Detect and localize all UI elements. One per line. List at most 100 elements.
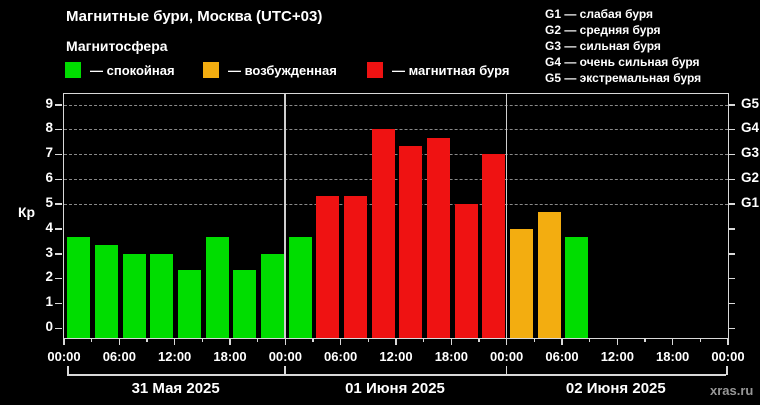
kp-bar [205, 236, 229, 338]
right-y-tick [728, 228, 735, 230]
day-separator [284, 94, 286, 338]
y-tick [55, 228, 62, 230]
kp-bar [371, 129, 395, 338]
y-tick-label: 3 [45, 244, 53, 260]
y-tick [55, 327, 62, 329]
y-tick-label: 7 [45, 145, 53, 161]
x-tick-minor [312, 338, 314, 342]
day-separator [505, 94, 508, 338]
right-axis-label-g1: G1 [741, 194, 760, 210]
x-tick-minor [478, 338, 480, 342]
y-tick [55, 178, 62, 181]
x-tick-label: 12:00 [158, 349, 192, 364]
x-tick-minor [256, 338, 259, 342]
right-axis-label-g2: G2 [741, 170, 760, 186]
g2-legend-line: G2 — средняя буря [545, 23, 661, 37]
x-tick-label: 06:00 [324, 349, 358, 364]
legend-quiet-label: — спокойная [90, 62, 175, 78]
x-tick-major [339, 338, 342, 345]
y-axis-title: Кр [18, 204, 36, 220]
excited-color-swatch-icon [203, 62, 219, 78]
g3-legend-line: G3 — сильная буря [545, 39, 661, 53]
day-label: 31 Мая 2025 [131, 380, 220, 397]
y-tick [55, 302, 62, 305]
y-tick-label: 9 [45, 95, 53, 111]
x-tick-label: 00:00 [47, 349, 81, 364]
page-title: Магнитные бури, Москва (UTC+03) [66, 8, 323, 25]
x-tick-label: 12:00 [600, 349, 634, 364]
chart-plot-area: 0 1 2 3 4 5 6 7 8 9 G5 G4 G3 G2 G1 00:00 06:00 12:00 18:00… [45, 93, 759, 364]
x-tick-major [450, 338, 453, 345]
legend-item-quiet: — спокойная [65, 62, 175, 78]
x-tick-major [118, 338, 121, 345]
x-tick-minor [588, 338, 591, 342]
x-tick-major [616, 338, 619, 345]
y-tick-label: 0 [45, 319, 53, 334]
day-label: 01 Июня 2025 [345, 380, 445, 397]
right-y-tick [728, 253, 735, 255]
right-y-tick [728, 277, 735, 280]
legend-item-excited: — возбужденная [203, 62, 337, 78]
x-tick-major [284, 338, 287, 345]
x-tick-major [173, 338, 176, 345]
right-y-tick [728, 153, 735, 156]
day-bracket-tick [726, 366, 728, 375]
kp-bar [122, 253, 146, 338]
day-bracket-tick [67, 366, 69, 375]
x-tick-label: 06:00 [545, 349, 579, 364]
kp-bar [261, 253, 284, 338]
x-tick-major [505, 338, 508, 345]
gridline-kp8 [64, 129, 728, 131]
y-tick [55, 128, 62, 131]
quiet-color-swatch-icon [65, 62, 81, 78]
kp-bar [482, 154, 506, 338]
right-axis-label-g5: G5 [741, 95, 760, 111]
gridline-kp9 [64, 104, 728, 106]
x-tick-label: 06:00 [102, 349, 136, 364]
x-tick-minor [90, 338, 93, 342]
right-y-tick [728, 327, 735, 329]
right-axis-label-g3: G3 [741, 145, 760, 161]
kp-bar [399, 145, 423, 338]
y-tick [55, 153, 62, 156]
x-tick-minor [422, 338, 425, 342]
y-tick-label: 4 [45, 219, 53, 235]
kp-bar [427, 137, 450, 338]
kp-bar [67, 236, 91, 338]
x-tick-major [727, 338, 729, 345]
x-tick-major [229, 338, 231, 345]
kp-bar [537, 212, 561, 338]
g4-legend-line: G4 — очень сильная буря [545, 55, 700, 69]
y-tick-label: 5 [45, 194, 53, 210]
g-scale-legend: G1 — слабая буря G2 — средняя буря G3 — … [545, 6, 701, 86]
right-y-tick [728, 128, 735, 131]
right-y-tick [728, 203, 735, 205]
kp-bar [288, 236, 312, 338]
g1-legend-line: G1 — слабая буря [545, 7, 654, 21]
storm-color-swatch-icon [367, 62, 383, 78]
day-bracket-tick [284, 366, 286, 375]
y-tick-label: 2 [45, 269, 53, 285]
kp-bar [454, 203, 478, 338]
kp-bar [233, 270, 257, 338]
watermark: xras.ru [710, 383, 754, 398]
kp-bar [344, 195, 367, 338]
gridline-kp7 [64, 154, 728, 156]
day-bracket-line [67, 374, 726, 376]
x-tick-minor [644, 338, 646, 342]
x-tick-label: 12:00 [379, 349, 413, 364]
x-tick-major [671, 338, 674, 345]
x-tick-minor [201, 338, 204, 342]
x-tick-minor [533, 338, 536, 342]
x-tick-major [63, 338, 65, 345]
x-tick-label: 00:00 [268, 349, 302, 364]
y-tick [55, 277, 62, 280]
legend-storm-label: — магнитная буря [392, 62, 510, 78]
gridline-kp5 [64, 203, 728, 205]
right-y-tick [728, 178, 735, 181]
legend-item-storm: — магнитная буря [367, 62, 509, 78]
magnetosphere-subtitle: Магнитосфера [66, 38, 168, 54]
kp-bar [150, 253, 174, 338]
y-tick-label: 6 [45, 170, 53, 186]
